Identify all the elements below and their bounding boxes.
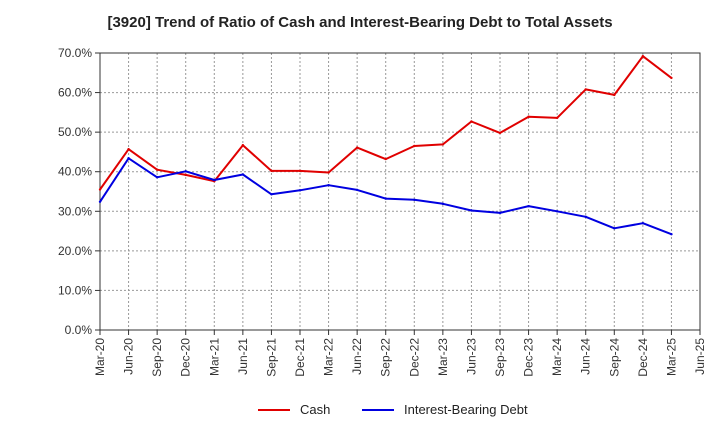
data-point bbox=[527, 204, 530, 208]
x-tick-label: Sep-24 bbox=[607, 338, 621, 377]
data-point bbox=[384, 197, 387, 200]
x-tick-label: Mar-22 bbox=[322, 338, 336, 376]
data-point bbox=[413, 144, 416, 148]
data-point bbox=[641, 221, 645, 225]
data-point bbox=[155, 168, 159, 171]
data-point bbox=[327, 171, 330, 174]
data-point bbox=[670, 76, 673, 80]
x-tick-label: Jun-25 bbox=[693, 338, 707, 375]
x-tick-label: Sep-23 bbox=[493, 338, 507, 377]
data-point bbox=[184, 170, 187, 173]
x-tick-label: Jun-21 bbox=[236, 338, 250, 375]
legend-label: Interest-Bearing Debt bbox=[404, 402, 528, 417]
x-tick-label: Dec-23 bbox=[522, 338, 536, 377]
data-point bbox=[670, 233, 673, 236]
y-tick-label: 30.0% bbox=[58, 204, 92, 218]
y-tick-label: 0.0% bbox=[65, 323, 93, 337]
chart-title: [3920] Trend of Ratio of Cash and Intere… bbox=[107, 14, 613, 31]
x-tick-label: Jun-23 bbox=[464, 338, 478, 375]
x-tick-label: Mar-25 bbox=[664, 338, 678, 376]
data-point bbox=[213, 178, 216, 182]
data-point bbox=[470, 120, 473, 123]
y-tick-label: 40.0% bbox=[58, 165, 92, 179]
data-point bbox=[298, 169, 302, 173]
data-point bbox=[155, 176, 159, 179]
y-tick-label: 50.0% bbox=[58, 125, 92, 139]
data-point bbox=[641, 54, 645, 58]
data-point bbox=[298, 189, 302, 192]
x-tick-label: Jun-20 bbox=[122, 338, 136, 375]
data-point bbox=[355, 146, 359, 149]
data-point bbox=[98, 188, 102, 191]
x-tick-label: Mar-20 bbox=[93, 338, 107, 376]
legend-label: Cash bbox=[300, 402, 330, 417]
data-point bbox=[470, 209, 473, 212]
plot-area-border bbox=[99, 52, 701, 331]
data-point bbox=[327, 183, 330, 187]
data-point bbox=[98, 200, 102, 203]
data-point bbox=[441, 143, 445, 146]
data-point bbox=[555, 210, 559, 213]
x-tick-label: Dec-22 bbox=[407, 338, 421, 377]
x-tick-label: Sep-20 bbox=[150, 338, 164, 377]
data-point bbox=[241, 144, 245, 147]
x-tick-label: Jun-22 bbox=[350, 338, 364, 375]
x-tick-label: Dec-20 bbox=[179, 338, 193, 377]
data-point bbox=[555, 116, 559, 120]
data-point bbox=[441, 202, 445, 205]
x-tick-label: Sep-21 bbox=[264, 338, 278, 377]
data-point bbox=[613, 227, 616, 230]
data-point bbox=[498, 211, 502, 215]
data-point bbox=[355, 188, 359, 192]
data-point bbox=[270, 169, 273, 173]
y-tick-label: 60.0% bbox=[58, 86, 92, 100]
x-tick-label: Dec-24 bbox=[636, 338, 650, 377]
y-tick-label: 20.0% bbox=[58, 244, 92, 258]
data-point bbox=[241, 173, 245, 176]
y-tick-label: 10.0% bbox=[58, 283, 92, 297]
data-point bbox=[413, 198, 416, 202]
data-point bbox=[127, 147, 130, 151]
x-tick-label: Mar-21 bbox=[207, 338, 221, 376]
data-point bbox=[498, 131, 502, 135]
x-tick-label: Dec-21 bbox=[293, 338, 307, 377]
x-tick-label: Mar-23 bbox=[436, 338, 450, 376]
x-tick-label: Jun-24 bbox=[579, 338, 593, 375]
data-point bbox=[584, 215, 587, 219]
data-point bbox=[527, 115, 530, 118]
data-point bbox=[584, 88, 587, 91]
data-point bbox=[384, 157, 387, 161]
data-point bbox=[613, 93, 616, 97]
y-tick-label: 70.0% bbox=[58, 46, 92, 60]
data-point bbox=[270, 193, 273, 196]
data-point bbox=[127, 157, 130, 160]
data-point bbox=[184, 173, 187, 177]
x-tick-label: Sep-22 bbox=[379, 338, 393, 377]
x-tick-label: Mar-24 bbox=[550, 338, 564, 376]
